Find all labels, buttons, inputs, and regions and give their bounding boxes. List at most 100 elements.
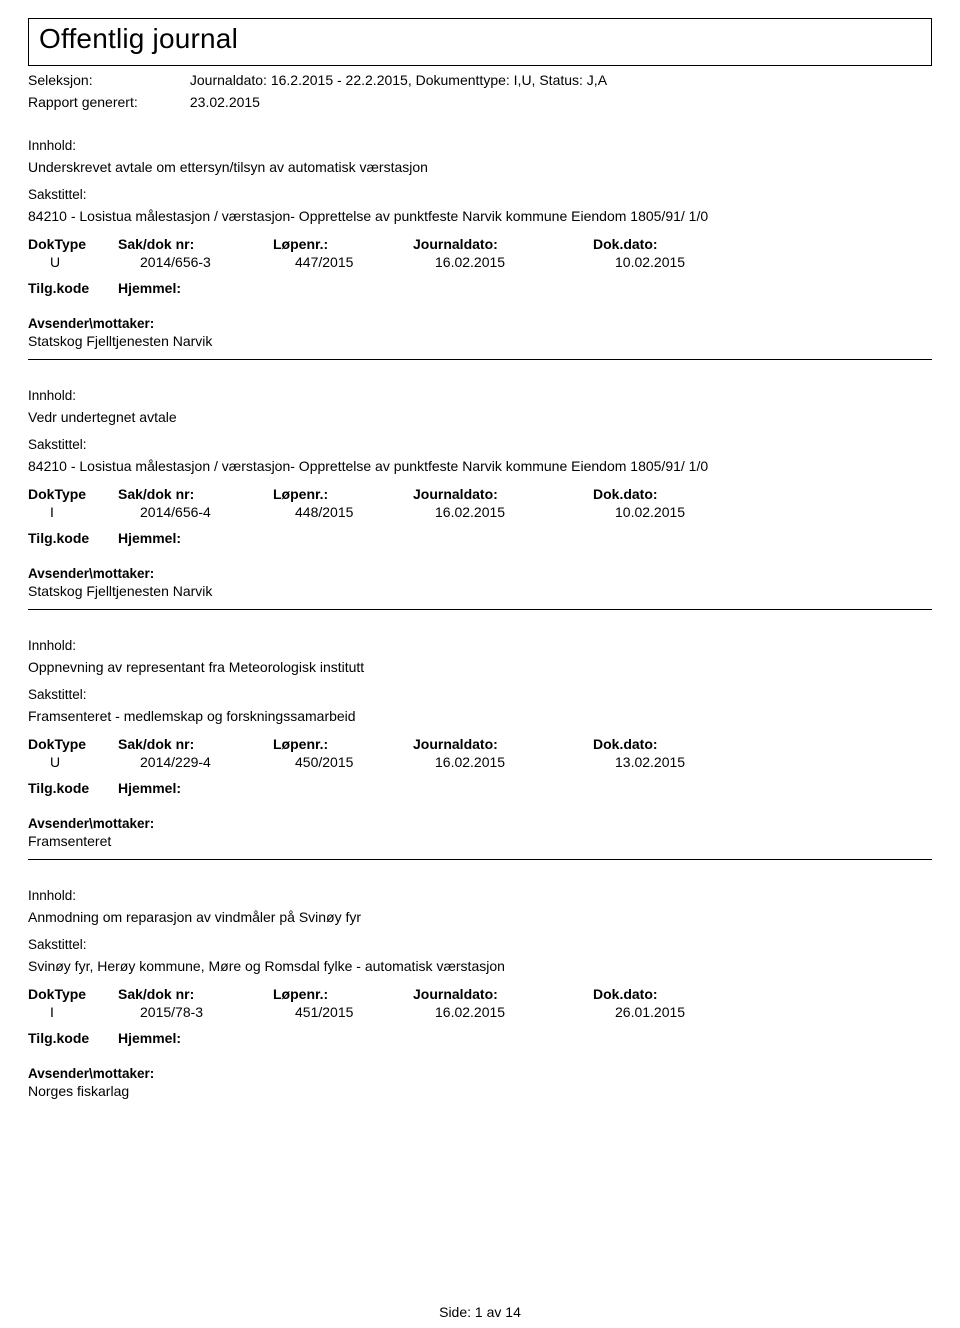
col-sakdok: Sak/dok nr: bbox=[118, 486, 273, 502]
sakstittel-label: Sakstittel: bbox=[28, 687, 932, 702]
col-sakdok: Sak/dok nr: bbox=[118, 236, 273, 252]
col-doktype: DokType bbox=[28, 736, 118, 752]
entry-divider bbox=[28, 359, 932, 360]
tilgkode-label: Tilg.kode bbox=[28, 780, 118, 796]
col-lopenr: Løpenr.: bbox=[273, 236, 413, 252]
tilgkode-label: Tilg.kode bbox=[28, 280, 118, 296]
sakstittel-value: 84210 - Losistua målestasjon / værstasjo… bbox=[28, 458, 932, 474]
avsender-value: Statskog Fjelltjenesten Narvik bbox=[28, 333, 932, 349]
col-sakdok: Sak/dok nr: bbox=[118, 986, 273, 1002]
seleksjon-row: Seleksjon: Journaldato: 16.2.2015 - 22.2… bbox=[28, 72, 932, 88]
val-lopenr: 451/2015 bbox=[295, 1004, 435, 1020]
journal-entry: Innhold: Vedr undertegnet avtale Sakstit… bbox=[28, 388, 932, 610]
col-journaldato: Journaldato: bbox=[413, 486, 593, 502]
column-values: U 2014/229-4 450/2015 16.02.2015 13.02.2… bbox=[28, 754, 932, 770]
col-doktype: DokType bbox=[28, 986, 118, 1002]
avsender-label: Avsender\mottaker: bbox=[28, 566, 932, 581]
column-headers: DokType Sak/dok nr: Løpenr.: Journaldato… bbox=[28, 486, 932, 502]
innhold-value: Anmodning om reparasjon av vindmåler på … bbox=[28, 909, 932, 925]
tilg-row: Tilg.kode Hjemmel: bbox=[28, 1030, 932, 1046]
val-lopenr: 450/2015 bbox=[295, 754, 435, 770]
col-doktype: DokType bbox=[28, 486, 118, 502]
page-current: 1 bbox=[475, 1304, 483, 1320]
val-dokdato: 13.02.2015 bbox=[615, 754, 795, 770]
avsender-label: Avsender\mottaker: bbox=[28, 816, 932, 831]
val-journaldato: 16.02.2015 bbox=[435, 754, 615, 770]
val-doktype: I bbox=[28, 1004, 140, 1020]
page-sep: av bbox=[487, 1304, 502, 1320]
avsender-value: Framsenteret bbox=[28, 833, 932, 849]
val-sakdok: 2014/229-4 bbox=[140, 754, 295, 770]
avsender-label: Avsender\mottaker: bbox=[28, 1066, 932, 1081]
page: Offentlig journal Seleksjon: Journaldato… bbox=[0, 0, 960, 1328]
column-headers: DokType Sak/dok nr: Løpenr.: Journaldato… bbox=[28, 236, 932, 252]
col-dokdato: Dok.dato: bbox=[593, 486, 773, 502]
sakstittel-label: Sakstittel: bbox=[28, 937, 932, 952]
col-journaldato: Journaldato: bbox=[413, 236, 593, 252]
page-title: Offentlig journal bbox=[39, 23, 921, 55]
val-journaldato: 16.02.2015 bbox=[435, 1004, 615, 1020]
col-dokdato: Dok.dato: bbox=[593, 986, 773, 1002]
innhold-value: Underskrevet avtale om ettersyn/tilsyn a… bbox=[28, 159, 932, 175]
avsender-value: Statskog Fjelltjenesten Narvik bbox=[28, 583, 932, 599]
col-lopenr: Løpenr.: bbox=[273, 986, 413, 1002]
tilgkode-label: Tilg.kode bbox=[28, 1030, 118, 1046]
val-doktype: U bbox=[28, 254, 140, 270]
col-lopenr: Løpenr.: bbox=[273, 736, 413, 752]
column-values: I 2015/78-3 451/2015 16.02.2015 26.01.20… bbox=[28, 1004, 932, 1020]
val-lopenr: 448/2015 bbox=[295, 504, 435, 520]
val-journaldato: 16.02.2015 bbox=[435, 254, 615, 270]
journal-entry: Innhold: Anmodning om reparasjon av vind… bbox=[28, 888, 932, 1099]
rapport-row: Rapport generert: 23.02.2015 bbox=[28, 94, 932, 110]
val-sakdok: 2015/78-3 bbox=[140, 1004, 295, 1020]
col-doktype: DokType bbox=[28, 236, 118, 252]
tilg-row: Tilg.kode Hjemmel: bbox=[28, 780, 932, 796]
page-total: 14 bbox=[505, 1304, 521, 1320]
rapport-label: Rapport generert: bbox=[28, 94, 186, 110]
col-dokdato: Dok.dato: bbox=[593, 236, 773, 252]
sakstittel-value: Framsenteret - medlemskap og forskningss… bbox=[28, 708, 932, 724]
entry-divider bbox=[28, 859, 932, 860]
col-sakdok: Sak/dok nr: bbox=[118, 736, 273, 752]
journal-entry: Innhold: Underskrevet avtale om ettersyn… bbox=[28, 138, 932, 360]
col-journaldato: Journaldato: bbox=[413, 736, 593, 752]
hjemmel-label: Hjemmel: bbox=[118, 1030, 181, 1046]
hjemmel-label: Hjemmel: bbox=[118, 780, 181, 796]
val-sakdok: 2014/656-4 bbox=[140, 504, 295, 520]
innhold-value: Oppnevning av representant fra Meteorolo… bbox=[28, 659, 932, 675]
title-box: Offentlig journal bbox=[28, 18, 932, 66]
innhold-label: Innhold: bbox=[28, 138, 932, 153]
side-label: Side: bbox=[439, 1304, 471, 1320]
sakstittel-value: 84210 - Losistua målestasjon / værstasjo… bbox=[28, 208, 932, 224]
innhold-label: Innhold: bbox=[28, 388, 932, 403]
rapport-value: 23.02.2015 bbox=[190, 94, 260, 110]
innhold-value: Vedr undertegnet avtale bbox=[28, 409, 932, 425]
column-values: U 2014/656-3 447/2015 16.02.2015 10.02.2… bbox=[28, 254, 932, 270]
avsender-value: Norges fiskarlag bbox=[28, 1083, 932, 1099]
page-footer: Side: 1 av 14 bbox=[0, 1304, 960, 1320]
val-doktype: U bbox=[28, 754, 140, 770]
val-dokdato: 10.02.2015 bbox=[615, 254, 795, 270]
val-dokdato: 10.02.2015 bbox=[615, 504, 795, 520]
column-values: I 2014/656-4 448/2015 16.02.2015 10.02.2… bbox=[28, 504, 932, 520]
tilg-row: Tilg.kode Hjemmel: bbox=[28, 280, 932, 296]
val-lopenr: 447/2015 bbox=[295, 254, 435, 270]
col-journaldato: Journaldato: bbox=[413, 986, 593, 1002]
column-headers: DokType Sak/dok nr: Løpenr.: Journaldato… bbox=[28, 736, 932, 752]
seleksjon-value: Journaldato: 16.2.2015 - 22.2.2015, Doku… bbox=[190, 72, 607, 88]
seleksjon-label: Seleksjon: bbox=[28, 72, 186, 88]
tilg-row: Tilg.kode Hjemmel: bbox=[28, 530, 932, 546]
entry-divider bbox=[28, 609, 932, 610]
tilgkode-label: Tilg.kode bbox=[28, 530, 118, 546]
val-doktype: I bbox=[28, 504, 140, 520]
innhold-label: Innhold: bbox=[28, 638, 932, 653]
avsender-label: Avsender\mottaker: bbox=[28, 316, 932, 331]
journal-entry: Innhold: Oppnevning av representant fra … bbox=[28, 638, 932, 860]
sakstittel-label: Sakstittel: bbox=[28, 437, 932, 452]
column-headers: DokType Sak/dok nr: Løpenr.: Journaldato… bbox=[28, 986, 932, 1002]
col-lopenr: Løpenr.: bbox=[273, 486, 413, 502]
sakstittel-value: Svinøy fyr, Herøy kommune, Møre og Romsd… bbox=[28, 958, 932, 974]
val-journaldato: 16.02.2015 bbox=[435, 504, 615, 520]
col-dokdato: Dok.dato: bbox=[593, 736, 773, 752]
innhold-label: Innhold: bbox=[28, 888, 932, 903]
